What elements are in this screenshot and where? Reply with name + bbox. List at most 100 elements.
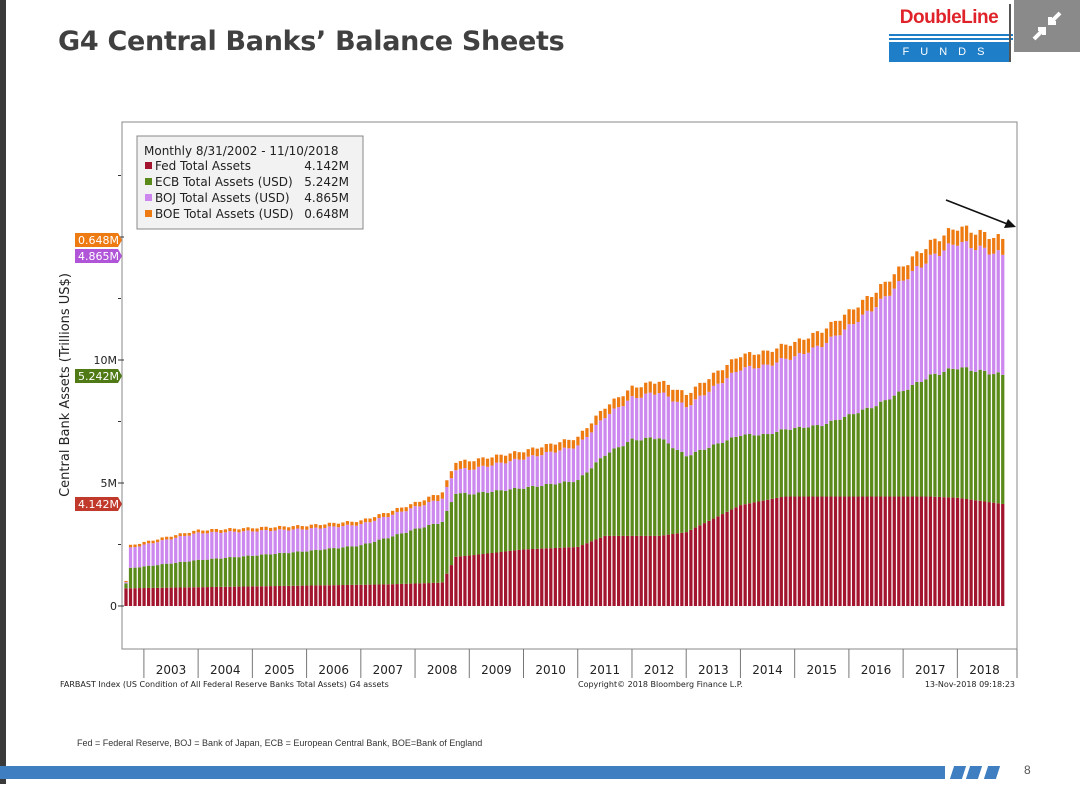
bar-segment-boj	[268, 531, 273, 555]
bar-segment-boj	[973, 250, 978, 372]
bar-segment-ecb	[540, 486, 544, 549]
bar-segment-fed	[567, 547, 571, 606]
bar-segment-fed	[553, 547, 557, 606]
logo-rule-1	[889, 34, 1013, 36]
bar-segment-boe	[526, 449, 530, 457]
bar-segment-fed	[178, 587, 182, 606]
bar-segment-boj	[865, 310, 869, 408]
bar-segment-boe	[522, 452, 526, 460]
bar-segment-boj	[580, 439, 585, 476]
bar-segment-ecb	[133, 567, 137, 589]
bar-segment-boe	[734, 358, 738, 372]
bar-segment-fed	[802, 496, 806, 606]
bar-segment-ecb	[973, 371, 978, 501]
bar-segment-fed	[603, 535, 607, 606]
bar-segment-boe	[219, 530, 223, 533]
bar-segment-boe	[476, 458, 481, 467]
bar-segment-fed	[1001, 503, 1005, 606]
bar-segment-boe	[992, 237, 996, 254]
bar-segment-boj	[165, 539, 169, 564]
bar-segment-ecb	[874, 406, 878, 497]
bar-segment-fed	[250, 586, 255, 606]
bar-segment-fed	[580, 545, 585, 606]
bar-segment-boe	[607, 404, 612, 414]
bar-segment-boe	[752, 354, 756, 369]
bar-segment-ecb	[485, 492, 490, 554]
bar-segment-boj	[901, 280, 905, 392]
bar-segment-boe	[870, 297, 874, 312]
x-tick-label: 2004	[210, 663, 241, 677]
bar-segment-boe	[897, 266, 901, 282]
bar-segment-fed	[363, 584, 368, 606]
bar-segment-ecb	[535, 486, 539, 549]
bar-segment-boe	[553, 444, 557, 453]
x-tick-label: 2018	[969, 663, 1000, 677]
bar-segment-boe	[427, 496, 431, 502]
bar-segment-boj	[300, 529, 304, 552]
bar-segment-boe	[264, 526, 268, 530]
bar-segment-ecb	[847, 414, 851, 497]
bar-segment-ecb	[675, 449, 679, 534]
bar-segment-boe	[174, 535, 178, 538]
bar-segment-ecb	[716, 443, 720, 517]
bar-segment-boj	[879, 298, 883, 402]
bar-segment-boe	[413, 501, 417, 507]
bar-segment-boj	[327, 526, 331, 549]
bar-segment-boe	[757, 354, 761, 369]
bar-segment-ecb	[838, 419, 842, 497]
bar-segment-fed	[779, 497, 783, 606]
bar-segment-boj	[811, 347, 815, 426]
bar-segment-fed	[616, 535, 621, 606]
bar-segment-boe	[490, 457, 494, 466]
bar-segment-boj	[1001, 254, 1005, 375]
bar-segment-boe	[806, 338, 811, 353]
bar-segment-fed	[793, 496, 797, 606]
bar-segment-boj	[951, 244, 955, 369]
bar-segment-ecb	[684, 456, 689, 533]
bar-segment-boj	[802, 354, 806, 428]
bar-segment-fed	[268, 586, 273, 606]
bar-segment-fed	[870, 496, 874, 606]
bar-segment-boj	[562, 447, 566, 482]
bar-segment-boe	[725, 365, 729, 379]
bar-segment-boe	[196, 529, 200, 533]
bar-segment-boj	[540, 455, 544, 487]
bar-segment-ecb	[368, 543, 372, 585]
bar-segment-fed	[314, 585, 318, 606]
bar-segment-boj	[924, 263, 928, 380]
x-tick-label: 2016	[861, 663, 892, 677]
bar-segment-boe	[354, 522, 359, 526]
bar-segment-fed	[124, 588, 128, 606]
bar-segment-boj	[585, 436, 589, 473]
bar-segment-fed	[476, 554, 481, 606]
bar-segment-fed	[255, 586, 259, 606]
bar-segment-boe	[955, 230, 960, 246]
bar-segment-ecb	[969, 370, 973, 500]
bar-segment-boj	[133, 547, 137, 568]
bar-segment-boj	[702, 395, 707, 450]
bar-segment-boj	[616, 407, 621, 448]
bar-segment-boe	[861, 299, 865, 315]
bar-segment-fed	[327, 585, 331, 606]
bar-segment-boe	[680, 390, 684, 403]
collapse-view-button[interactable]	[1014, 0, 1080, 52]
bar-segment-fed	[924, 496, 928, 606]
bar-segment-boe	[964, 225, 969, 242]
y-tick-label: 10M	[94, 354, 118, 367]
bar-segment-boj	[314, 527, 318, 550]
bar-segment-ecb	[562, 481, 566, 548]
bar-segment-ecb	[436, 523, 440, 583]
bar-segment-boj	[517, 459, 521, 489]
collapse-arrows-icon	[1032, 11, 1062, 41]
bar-segment-fed	[630, 535, 634, 606]
y-axis-title: Central Bank Assets (Trillions US$)	[58, 273, 73, 497]
bar-segment-ecb	[413, 528, 417, 584]
bar-segment-ecb	[300, 551, 304, 586]
bar-segment-boe	[305, 526, 309, 530]
bar-segment-fed	[354, 584, 359, 606]
bar-segment-fed	[445, 573, 449, 606]
bar-segment-ecb	[359, 545, 363, 585]
bar-segment-boj	[861, 314, 865, 410]
bar-segment-boe	[436, 495, 440, 502]
bar-segment-fed	[639, 535, 643, 606]
